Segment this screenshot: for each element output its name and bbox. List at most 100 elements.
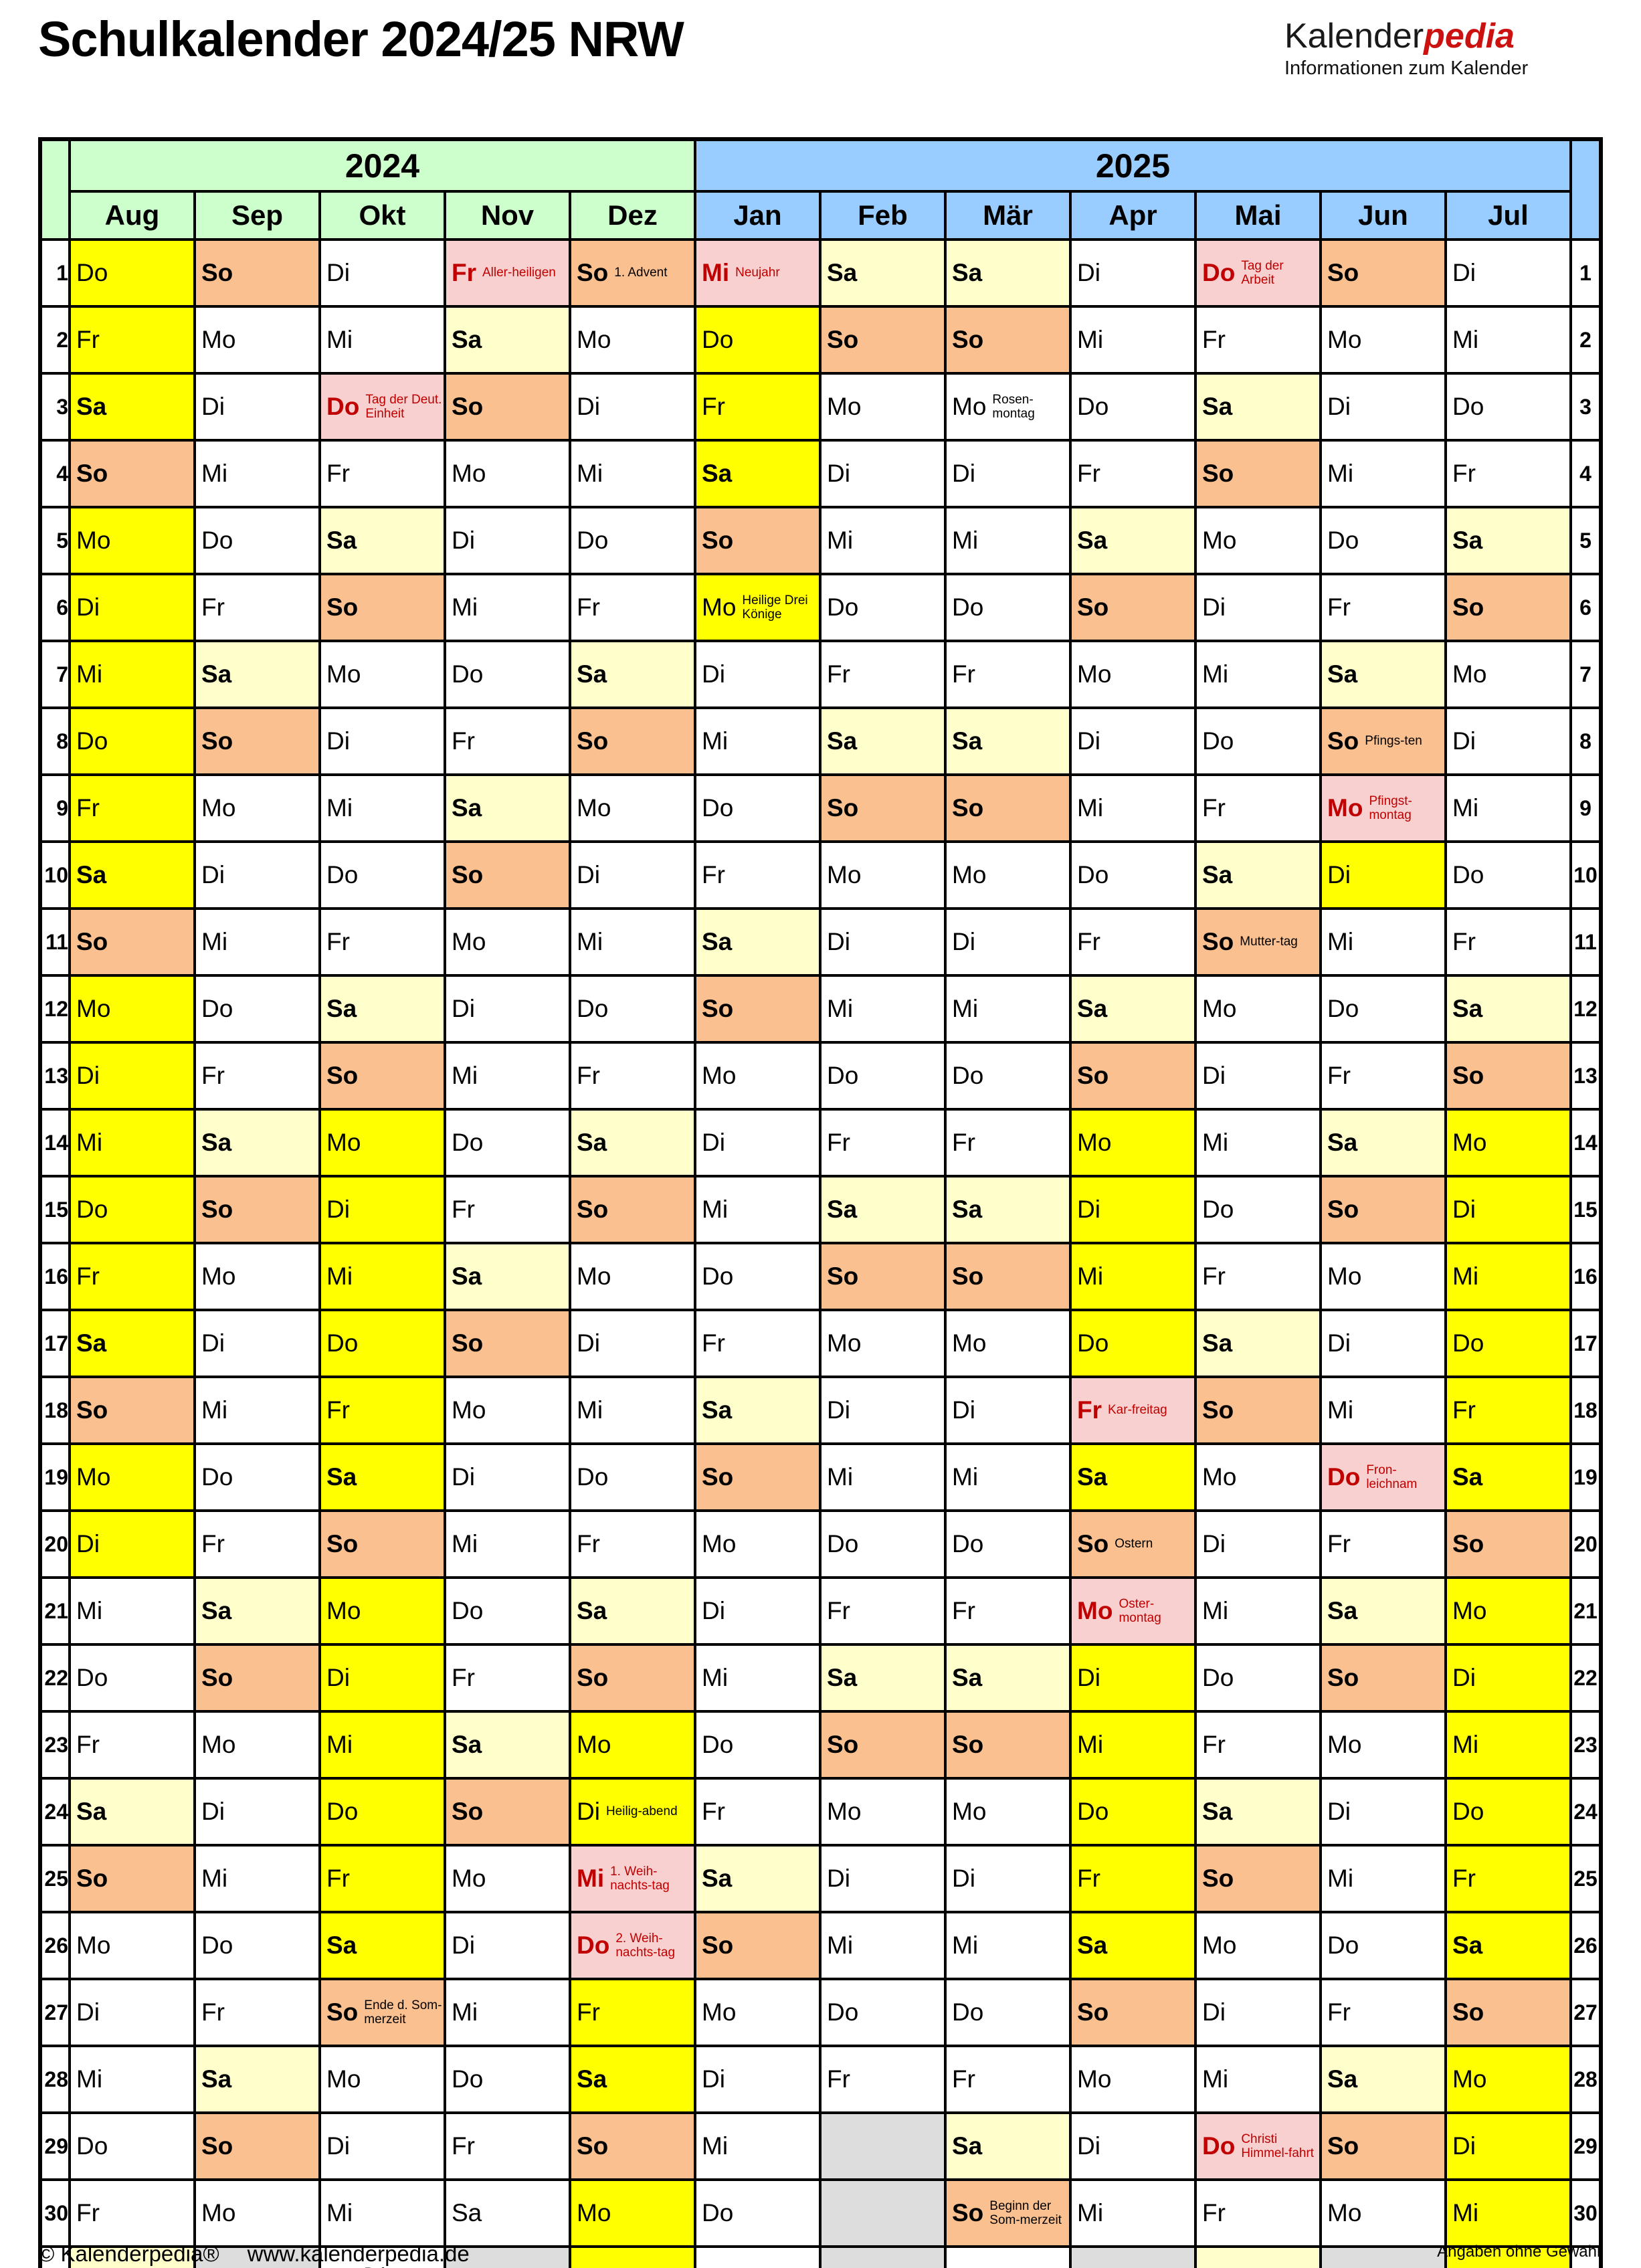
- day-cell-content: Mo: [1448, 1112, 1568, 1173]
- day-cell-content: Di: [322, 242, 442, 304]
- day-cell-mai-29: Do Christi Himmel-fahrt: [1194, 2111, 1322, 2181]
- day-cell-jul-21: Mo: [1444, 1576, 1572, 1646]
- day-cell-content: Sa: [698, 1380, 817, 1441]
- day-cell-jul-2: Mi: [1444, 305, 1572, 375]
- weekday-label: Sa: [702, 1396, 733, 1424]
- day-cell-content: So: [573, 1647, 692, 1709]
- day-cell-content: So: [1073, 1045, 1193, 1107]
- weekday-label: Mo: [1202, 995, 1237, 1022]
- month-header-okt: Okt: [318, 190, 446, 241]
- weekday-label: Di: [201, 1329, 225, 1357]
- weekday-label: So: [952, 794, 984, 822]
- day-cell-aug-22: Do: [68, 1643, 196, 1713]
- day-cell-sep-21: Sa: [193, 1576, 321, 1646]
- weekday-label: Do: [577, 1463, 609, 1491]
- day-cell-content: DiSilvester: [573, 2249, 692, 2268]
- weekday-label: Do: [326, 1798, 359, 1825]
- day-cell-content: Mi: [573, 443, 692, 504]
- day-cell-jul-5: Sa: [1444, 506, 1572, 575]
- calendar-row-31: 31 Sa Do Reforma-tionstag DiSilvester Fr Mo Sa D…: [39, 2245, 1602, 2268]
- day-cell-content: Mi: [948, 510, 1068, 571]
- day-cell-nov-30: Sa: [444, 2178, 571, 2248]
- day-cell-content: Sa: [448, 1714, 567, 1776]
- day-cell-jan-30: Do: [694, 2178, 822, 2248]
- weekday-label: Do: [952, 1998, 984, 2026]
- day-cell-content: Sa: [823, 711, 943, 772]
- weekday-label: So: [1202, 1865, 1234, 1892]
- day-cell-mai-6: Di: [1194, 573, 1322, 642]
- day-cell-content: Do: [72, 2115, 192, 2177]
- weekday-label: Fr: [201, 1062, 225, 1089]
- holiday-note: Pfings-ten: [1365, 734, 1422, 749]
- day-cell-feb-14: Fr: [819, 1108, 947, 1177]
- weekday-label: Di: [702, 1129, 725, 1156]
- weekday-label: So: [326, 593, 359, 621]
- day-cell-content: Mi: [948, 978, 1068, 1040]
- day-cell-content: Mi: [1323, 1380, 1443, 1441]
- weekday-label: Do: [1452, 2266, 1484, 2268]
- weekday-label: Fr: [1202, 1731, 1226, 1758]
- weekday-label: Fr: [702, 1329, 725, 1357]
- weekday-label: Mi: [76, 2065, 103, 2093]
- day-cell-feb-2: So: [819, 305, 947, 375]
- weekday-label: Di: [76, 593, 100, 621]
- weekday-label: Mo: [577, 1262, 611, 1290]
- day-number-left: 9: [39, 773, 71, 843]
- day-cell-feb-5: Mi: [819, 506, 947, 575]
- weekday-label: Mi: [1077, 326, 1104, 353]
- day-cell-aug-31: Sa: [68, 2245, 196, 2268]
- day-cell-content: Mo: [948, 1781, 1068, 1842]
- day-cell-content: Mo: [948, 844, 1068, 906]
- day-cell-content: Fr: [1198, 1246, 1318, 1307]
- day-cell-apr-22: Di: [1069, 1643, 1197, 1713]
- weekday-label: Di: [76, 1530, 100, 1557]
- day-cell-nov-8: Fr: [444, 706, 571, 776]
- calendar-row-9: 9 Fr Mo Mi Sa Mo Do So So Mi Fr Mo Pfingst-montag Mi 9: [39, 773, 1602, 843]
- day-cell-content: Di: [948, 1848, 1068, 1909]
- day-cell-mär-24: Mo: [944, 1777, 1072, 1847]
- day-cell-dez-17: Di: [569, 1309, 696, 1378]
- weekday-label: Mo: [452, 928, 486, 955]
- day-cell-dez-7: Sa: [569, 640, 696, 709]
- day-cell-aug-7: Mi: [68, 640, 196, 709]
- day-cell-mär-28: Fr: [944, 2045, 1072, 2114]
- day-cell-content: Di Heilig-abend: [573, 1781, 692, 1842]
- day-cell-apr-1: Di: [1069, 238, 1197, 308]
- weekday-label: So: [326, 1530, 359, 1557]
- weekday-label: So: [1327, 727, 1359, 755]
- weekday-label: So: [452, 1798, 484, 1825]
- weekday-label: Do: [1077, 861, 1109, 888]
- day-cell-content: So: [197, 1647, 317, 1709]
- weekday-label: Di: [76, 1062, 100, 1089]
- day-cell-content: Do: [1073, 1313, 1193, 1374]
- calendar-row-14: 14 Mi Sa Mo Do Sa Di Fr Fr Mo Mi Sa Mo 14: [39, 1108, 1602, 1177]
- day-cell-jan-3: Fr: [694, 372, 822, 442]
- day-cell-content: Fr: [823, 1112, 943, 1173]
- day-number-left: 3: [39, 372, 71, 442]
- month-header-jun: Jun: [1319, 190, 1447, 241]
- month-header-row: Aug Sep Okt Nov Dez Jan Feb Mär Apr Mai Jun Jul: [40, 190, 1601, 241]
- weekday-label: Sa: [1327, 1597, 1358, 1624]
- weekday-label: So: [1077, 1530, 1109, 1557]
- day-cell-content: So 1. Advent: [573, 242, 692, 304]
- day-cell-jun-21: Sa: [1319, 1576, 1447, 1646]
- weekday-label: Sa: [452, 2199, 482, 2227]
- day-cell-content: Do: [72, 711, 192, 772]
- weekday-label: Fr: [827, 2065, 850, 2093]
- weekday-label: Fr: [952, 1597, 975, 1624]
- day-cell-content: Di: [1323, 1781, 1443, 1842]
- day-cell-sep-19: Do: [193, 1442, 321, 1512]
- day-cell-content: Mo Rosen-montag: [948, 376, 1068, 438]
- day-cell-jun-26: Do: [1319, 1911, 1447, 1980]
- day-cell-content: Mo: [573, 1246, 692, 1307]
- weekday-label: Mi: [1202, 1597, 1229, 1624]
- day-cell-aug-6: Di: [68, 573, 196, 642]
- day-cell-jan-21: Di: [694, 1576, 822, 1646]
- day-cell-apr-27: So: [1069, 1978, 1197, 2047]
- calendar-row-17: 17 Sa Di Do So Di Fr Mo Mo Do Sa Di Do 17: [39, 1309, 1602, 1378]
- day-cell-aug-12: Mo: [68, 974, 196, 1044]
- day-cell-content: Di: [1448, 711, 1568, 772]
- day-cell-content: Do: [823, 1513, 943, 1575]
- day-cell-mär-25: Di: [944, 1844, 1072, 1913]
- weekday-label: Do: [1452, 1329, 1484, 1357]
